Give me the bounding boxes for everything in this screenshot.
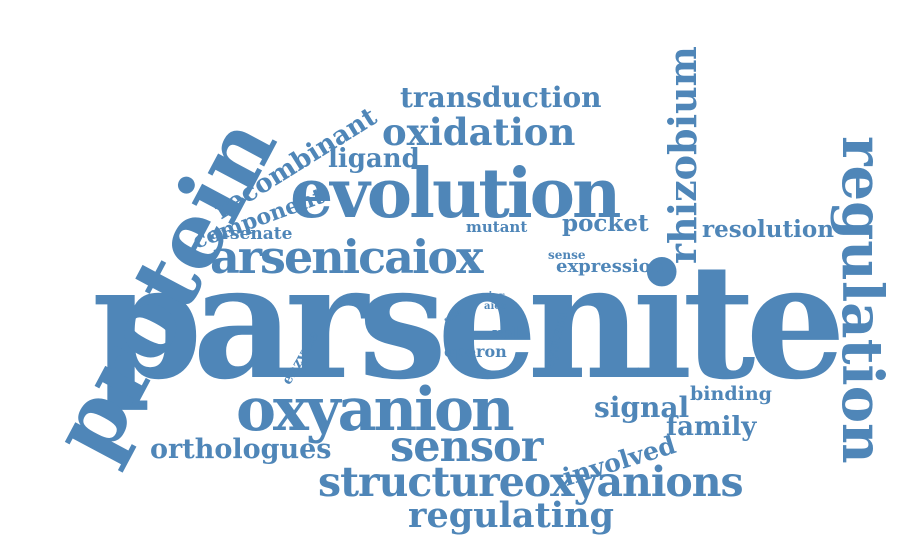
- word-ligand: ligand: [328, 144, 420, 174]
- word-involved: binding: [690, 383, 772, 405]
- word-aios: aios: [484, 301, 507, 312]
- word-family: signal: [594, 391, 690, 424]
- word-oxyanion: oxyanion: [236, 375, 515, 445]
- word-signal: sense: [548, 248, 586, 262]
- word-mutant: mutant: [466, 218, 528, 236]
- word-pocket: pocket: [562, 210, 649, 237]
- word-evolution: evolution: [290, 154, 621, 234]
- word-regulating: regulating: [408, 495, 614, 536]
- word-sense: expression: [556, 256, 664, 277]
- word-operon: operon: [444, 342, 507, 361]
- word-regulation: regulation: [829, 136, 895, 464]
- word-rhizobium: rhizobium: [660, 46, 705, 264]
- word-role: role: [492, 324, 530, 344]
- word-arsenate: arsenate: [210, 224, 293, 244]
- word-transduction: transduction: [400, 81, 602, 114]
- word-orthologues: orthologues: [150, 434, 332, 465]
- word-oxidation: oxidation: [382, 110, 576, 154]
- word-resolution: resolution: [702, 216, 834, 243]
- word-aior: aior: [482, 291, 505, 302]
- word-parsenite: parsenite: [92, 230, 846, 415]
- word-structureoxyanions: structureoxyanions: [318, 458, 744, 506]
- word-sensor: sensor: [390, 422, 543, 472]
- word-expression: family: [666, 412, 757, 442]
- word-arsenicaiox: arsenicaiox: [210, 230, 484, 284]
